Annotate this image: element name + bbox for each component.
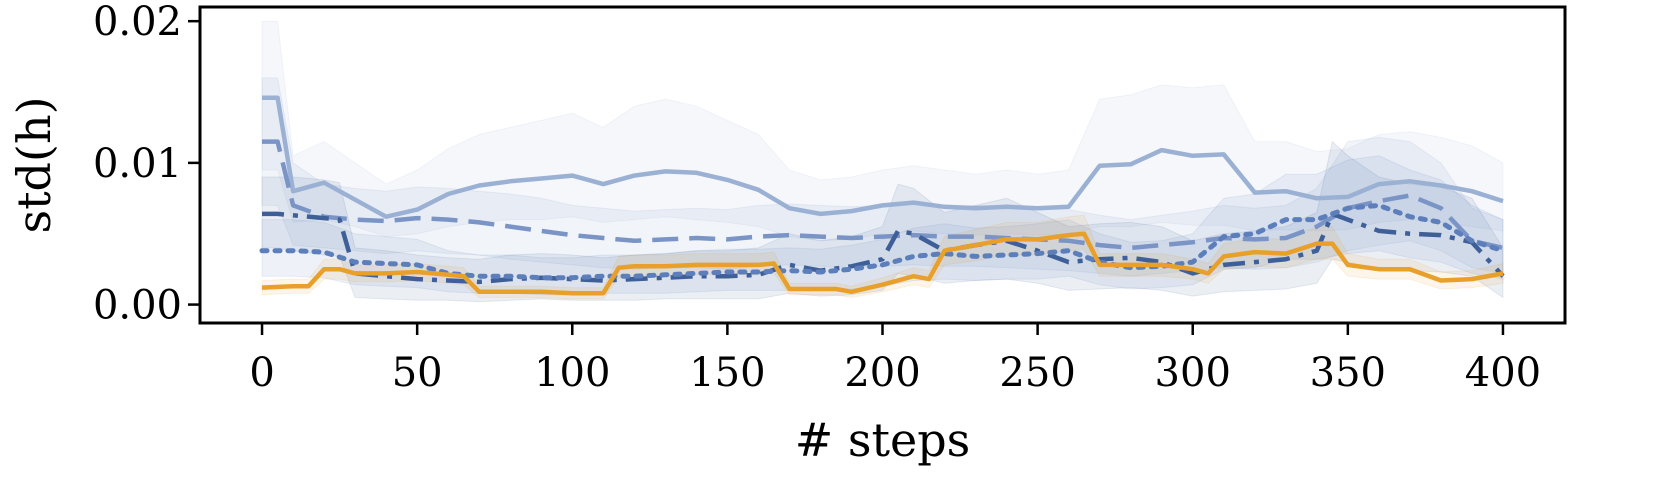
x-tick-label: 350 [1310, 350, 1386, 396]
series-lines [259, 95, 1506, 296]
y-tick-label: 0.02 [93, 0, 182, 45]
y-tick-label: 0.01 [93, 141, 182, 187]
x-tick-label: 0 [249, 350, 274, 396]
series-line-1 [262, 139, 1504, 251]
x-tick-label: 50 [392, 350, 443, 396]
series-line-0 [262, 95, 1504, 219]
series-line-3 [259, 202, 1506, 281]
y-axis-ticks: 0.00 0.01 0.02 [93, 0, 200, 329]
series-line-4 [261, 231, 1504, 296]
x-tick-label: 250 [999, 350, 1075, 396]
series-line-2 [262, 211, 1505, 285]
x-tick-label: 400 [1465, 350, 1541, 396]
series-band-4 [261, 214, 1504, 300]
x-axis-label: # steps [795, 413, 971, 467]
x-tick-label: 300 [1155, 350, 1231, 396]
y-axis-label: std(h) [7, 96, 61, 233]
x-tick-label: 150 [689, 350, 765, 396]
series-band-0 [261, 20, 1504, 242]
x-axis-ticks: 0 50 100 150 200 250 300 350 400 [249, 323, 1541, 396]
x-tick-label: 200 [844, 350, 920, 396]
x-tick-label: 100 [534, 350, 610, 396]
y-tick-label: 0.00 [93, 283, 182, 329]
